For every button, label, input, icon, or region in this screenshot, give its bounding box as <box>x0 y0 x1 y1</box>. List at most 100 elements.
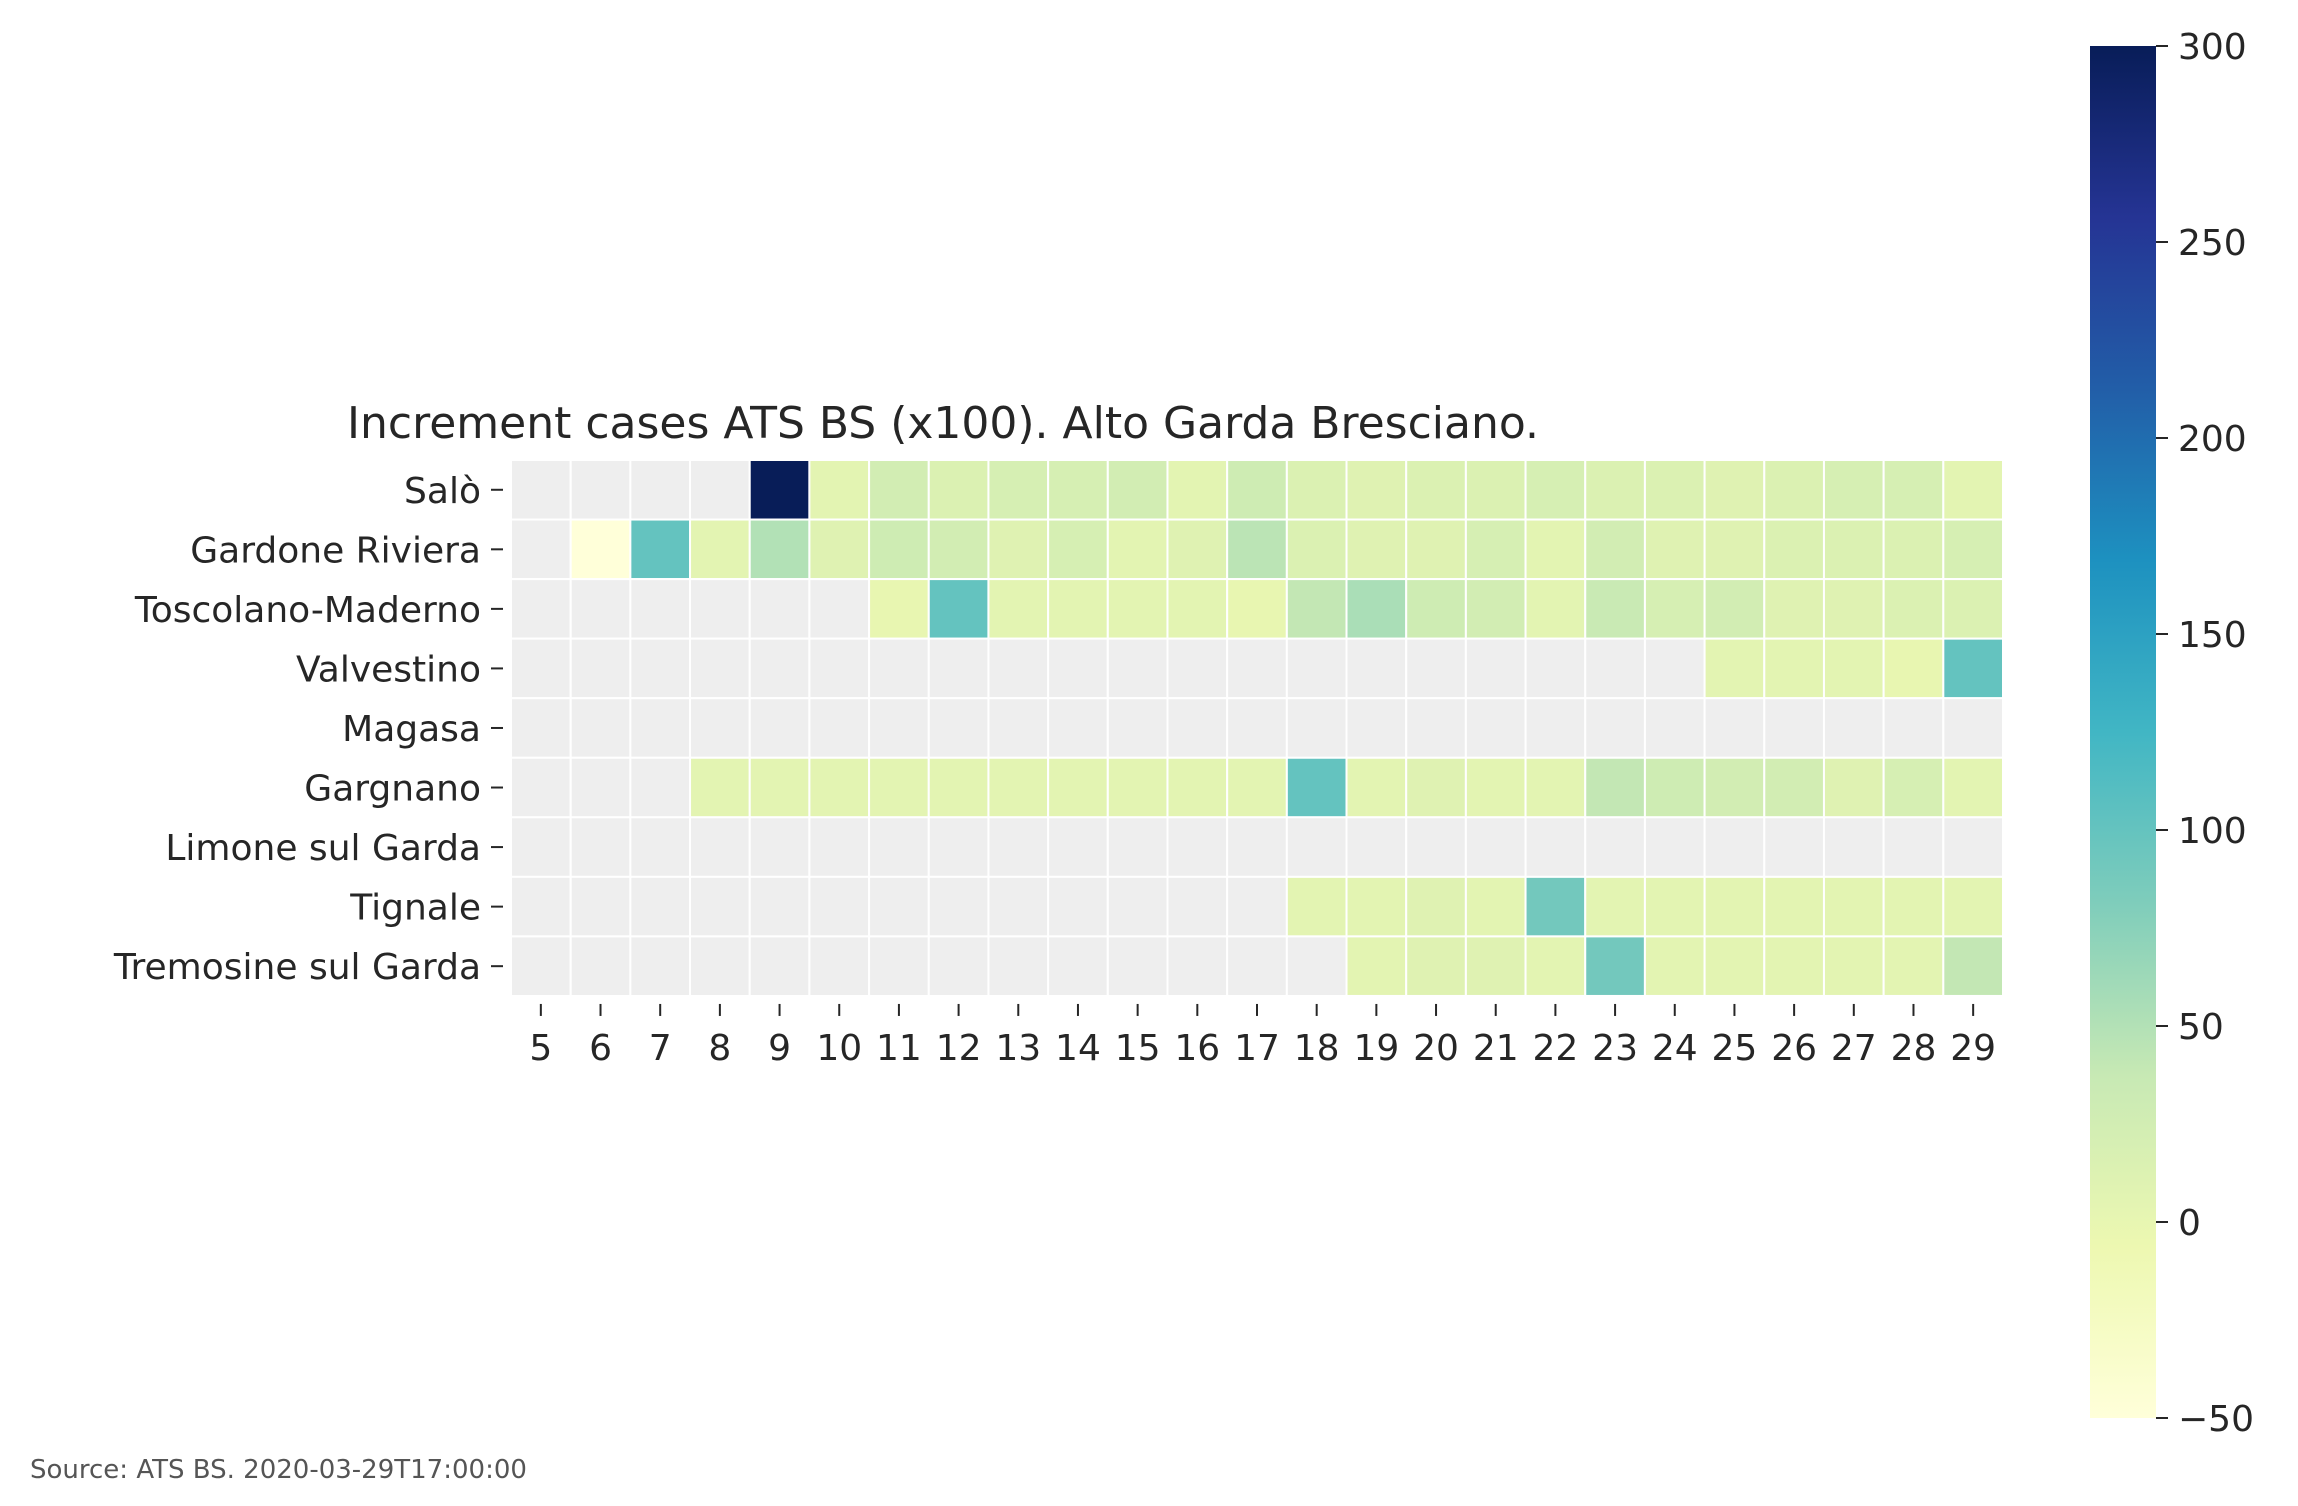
heatmap-cell <box>808 459 871 521</box>
colorbar-tick-label: 50 <box>2178 1007 2224 1048</box>
row-label: Magasa <box>342 709 481 750</box>
heatmap-cell <box>510 816 572 878</box>
heatmap-cell <box>1703 578 1766 640</box>
heatmap-cell <box>569 756 632 819</box>
heatmap-cell <box>1285 578 1348 640</box>
heatmap-cell <box>1464 518 1527 581</box>
heatmap-cell <box>629 578 692 640</box>
row-labels: Salò Gardone Riviera Toscolano-Maderno Valv… <box>113 471 503 988</box>
column-label: 28 <box>1891 1028 1937 1069</box>
heatmap-cell <box>1345 637 1408 700</box>
heatmap-cell <box>1345 459 1408 521</box>
heatmap-cell <box>987 875 1050 938</box>
heatmap-cell <box>1882 637 1945 700</box>
colorbar-tick-label: −50 <box>2178 1399 2254 1440</box>
heatmap-cell <box>689 875 751 938</box>
row-label: Valvestino <box>296 649 481 690</box>
heatmap-cell <box>510 637 572 700</box>
heatmap-cell <box>1226 816 1288 878</box>
heatmap-cell <box>1643 459 1706 521</box>
heatmap-cell <box>1822 697 1885 759</box>
heatmap-cell <box>1106 578 1169 640</box>
row-label: Gardone Riviera <box>190 530 481 571</box>
heatmap-cell <box>1882 935 1945 997</box>
heatmap-cell <box>1643 875 1706 938</box>
heatmap-cell <box>1166 697 1229 759</box>
heatmap-cell <box>1822 756 1885 819</box>
heatmap-cell <box>748 756 811 819</box>
heatmap-cell <box>1524 518 1587 581</box>
heatmap-cell <box>629 816 692 878</box>
colorbar-ticks: 300 250 200 150 100 50 0 −50 <box>2156 27 2254 1440</box>
column-label: 27 <box>1831 1028 1877 1069</box>
heatmap-cell <box>1405 756 1467 819</box>
heatmap-cell <box>1942 697 2004 759</box>
heatmap-cell <box>1584 459 1646 521</box>
heatmap-cell <box>1822 637 1885 700</box>
column-label: 26 <box>1771 1028 1817 1069</box>
heatmap-cell <box>569 816 632 878</box>
heatmap-cell <box>1226 637 1288 700</box>
heatmap-cell <box>1047 935 1109 997</box>
heatmap-cell <box>629 756 692 819</box>
heatmap-cell <box>1405 518 1467 581</box>
heatmap-cell <box>1285 459 1348 521</box>
column-label: 22 <box>1532 1028 1578 1069</box>
heatmap-cell <box>1405 578 1467 640</box>
column-label: 12 <box>936 1028 982 1069</box>
colorbar: 300 250 200 150 100 50 0 −50 <box>2090 27 2254 1440</box>
heatmap-cell <box>927 518 990 581</box>
heatmap-cell <box>1942 637 2004 700</box>
heatmap-cell <box>1524 816 1587 878</box>
row-label: Toscolano-Maderno <box>134 590 481 631</box>
heatmap-cell <box>1405 697 1467 759</box>
heatmap-cell <box>1047 578 1109 640</box>
heatmap-cell <box>1345 697 1408 759</box>
heatmap-cell <box>927 697 990 759</box>
heatmap-cell <box>1226 518 1288 581</box>
heatmap-cell <box>1763 697 1825 759</box>
column-label: 8 <box>708 1028 731 1069</box>
heatmap-cell <box>1763 578 1825 640</box>
heatmap-cell <box>1106 518 1169 581</box>
column-label: 18 <box>1294 1028 1340 1069</box>
column-label: 19 <box>1353 1028 1399 1069</box>
heatmap-cell <box>1942 459 2004 521</box>
heatmap-cell <box>1703 756 1766 819</box>
heatmap-cell <box>629 637 692 700</box>
heatmap-cell <box>1763 518 1825 581</box>
heatmap-cell <box>987 459 1050 521</box>
heatmap-cell <box>1703 875 1766 938</box>
heatmap-cell <box>868 578 930 640</box>
heatmap-cell <box>689 756 751 819</box>
column-label: 5 <box>529 1028 552 1069</box>
heatmap-cell <box>927 756 990 819</box>
heatmap-cell <box>1285 697 1348 759</box>
colorbar-tick-label: 150 <box>2178 615 2247 656</box>
heatmap-cell <box>927 637 990 700</box>
heatmap-cell <box>569 578 632 640</box>
heatmap-cell <box>510 875 572 938</box>
heatmap-cell <box>1643 578 1706 640</box>
heatmap-cell <box>1882 697 1945 759</box>
heatmap-cell <box>1524 935 1587 997</box>
heatmap-cell <box>1405 637 1467 700</box>
colorbar-tick-label: 200 <box>2178 419 2247 460</box>
colorbar-tick-label: 300 <box>2178 27 2247 68</box>
heatmap-cell <box>1763 637 1825 700</box>
heatmap-cell <box>510 935 572 997</box>
heatmap-cell <box>1285 875 1348 938</box>
heatmap-cell <box>987 756 1050 819</box>
heatmap-cell <box>1763 816 1825 878</box>
colorbar-tick-label: 250 <box>2178 223 2247 264</box>
heatmap-cell <box>808 578 871 640</box>
heatmap-cell <box>1703 459 1766 521</box>
heatmap-cell <box>689 518 751 581</box>
heatmap-cell <box>1822 875 1885 938</box>
heatmap-cell <box>1285 637 1348 700</box>
heatmap-cell <box>1703 697 1766 759</box>
column-label: 14 <box>1055 1028 1101 1069</box>
heatmap-cell <box>689 578 751 640</box>
heatmap-cell <box>569 697 632 759</box>
column-label: 29 <box>1950 1028 1996 1069</box>
